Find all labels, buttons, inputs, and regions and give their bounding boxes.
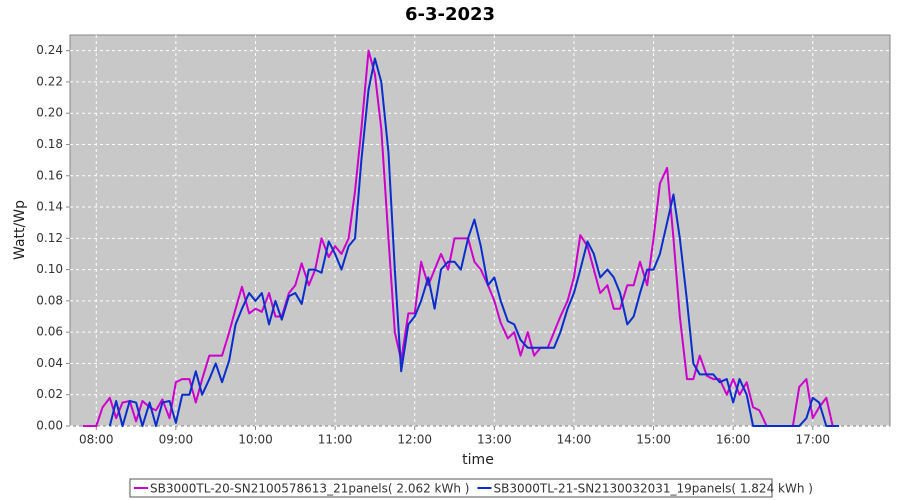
x-tick-label: 10:00: [238, 433, 273, 447]
y-tick-label: 0.04: [36, 356, 63, 370]
y-tick-label: 0.18: [36, 137, 63, 151]
y-tick-label: 0.14: [36, 200, 63, 214]
series-line: [82, 49, 840, 427]
y-tick-label: 0.08: [36, 293, 63, 307]
x-tick-label: 15:00: [636, 433, 671, 447]
x-tick-label: 14:00: [557, 433, 592, 447]
y-tick-label: 0.06: [36, 325, 63, 339]
x-tick-label: 08:00: [79, 433, 114, 447]
y-tick-label: 0.12: [36, 231, 63, 245]
x-tick-label: 11:00: [318, 433, 353, 447]
y-tick-label: 0.24: [36, 43, 63, 57]
x-tick-label: 16:00: [716, 433, 751, 447]
plot-area: [69, 34, 891, 427]
y-tick-label: 0.22: [36, 74, 63, 88]
legend-label: SB3000TL-20-SN2100578613_21panels( 2.062…: [150, 482, 469, 496]
y-tick-label: 0.20: [36, 106, 63, 120]
y-tick-label: 0.16: [36, 168, 63, 182]
x-tick-label: 12:00: [397, 433, 432, 447]
y-tick-label: 0.10: [36, 262, 63, 276]
y-axis-label: Watt/Wp: [12, 200, 28, 260]
chart-title: 6-3-2023: [405, 4, 495, 25]
legend-label: SB3000TL-21-SN2130032031_19panels( 1.824…: [493, 482, 812, 496]
x-tick-label: 13:00: [477, 433, 512, 447]
series-line: [108, 57, 840, 427]
y-tick-label: 0.02: [36, 387, 63, 401]
x-tick-label: 09:00: [159, 433, 194, 447]
y-tick-label: 0.00: [36, 419, 63, 433]
x-axis-label: time: [462, 452, 494, 468]
legend-box: [129, 478, 773, 498]
x-tick-label: 17:00: [795, 433, 830, 447]
